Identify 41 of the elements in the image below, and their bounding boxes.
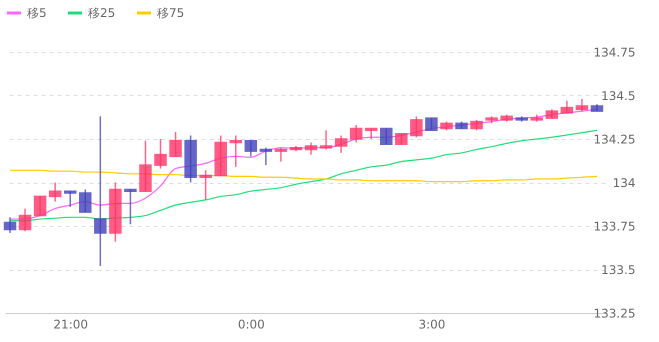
x-tick-label: 0:00 [238,318,265,332]
candlestick [94,116,107,267]
candlestick [169,131,182,158]
y-tick-label: 133.75 [594,220,636,234]
candlestick [34,196,46,216]
y-tick-label: 134.75 [594,46,636,60]
candlestick [576,98,588,112]
y-tick-label: 133.25 [594,306,636,320]
legend-label: 移5 [27,6,47,20]
y-tick-label: 134.25 [594,132,636,146]
candlestick [364,128,378,140]
candlestick [199,170,212,201]
x-tick-label: 3:00 [418,318,446,332]
candlestick [154,138,167,170]
candlestick [410,116,423,138]
candlestick [79,188,92,213]
y-tick-label: 134 [612,176,636,190]
legend-label: 移25 [88,6,116,20]
candlestick [48,182,62,202]
line-series [9,170,598,182]
candlestick [425,117,438,132]
candlestick [470,119,483,132]
candlestick [395,133,408,145]
candlestick [274,146,288,162]
candlestick [334,134,348,154]
candlestick [230,134,242,168]
candlestick [18,208,32,232]
x-tick-label: 21:00 [53,318,88,332]
candlestick [244,140,258,158]
candlestick [4,216,16,234]
candlestick [350,124,362,144]
candlestick [380,128,393,145]
candlestick [320,130,332,150]
candlestick [260,146,272,166]
candlestick [560,100,574,114]
y-tick-label: 134.5 [601,89,636,103]
legend-label: 移75 [157,6,184,20]
candlestick [304,142,318,156]
candlestick [124,188,137,226]
candlestick [64,190,76,208]
y-tick-label: 133.5 [601,263,636,277]
